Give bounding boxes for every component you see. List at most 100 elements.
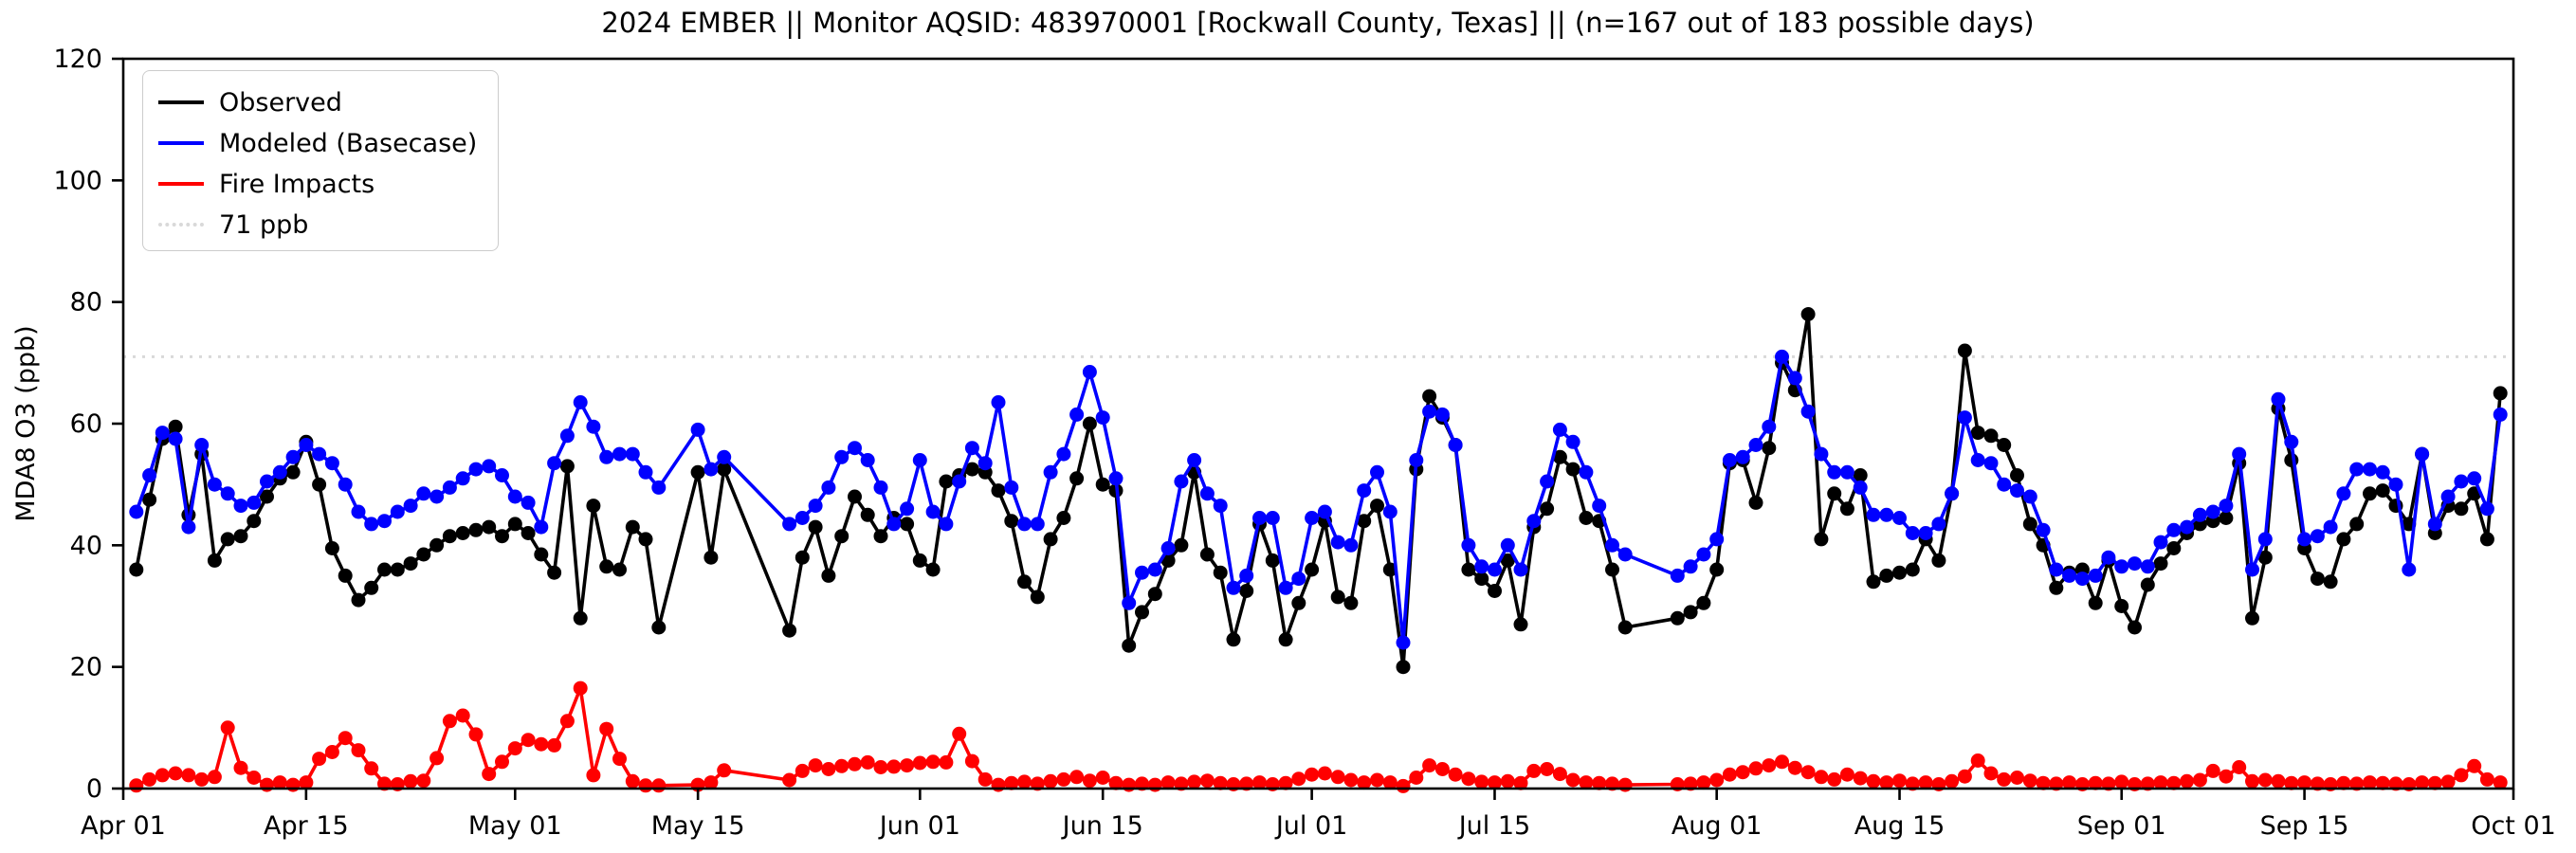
data-point: [1552, 449, 1567, 464]
data-point: [220, 486, 235, 501]
data-point: [482, 519, 497, 535]
data-point: [285, 777, 301, 792]
x-tick-label: May 01: [468, 811, 562, 841]
data-point: [2128, 620, 2142, 635]
data-point: [142, 468, 157, 482]
data-point: [351, 504, 366, 519]
data-point: [2205, 763, 2220, 778]
legend-item-modeled: Modeled (Basecase): [158, 127, 479, 159]
data-point: [912, 553, 927, 568]
data-point: [1017, 517, 1032, 532]
data-point: [1147, 777, 1162, 792]
data-point: [1122, 595, 1137, 610]
data-point: [1579, 775, 1594, 790]
data-point: [599, 721, 614, 736]
data-point: [468, 462, 484, 477]
data-point: [1095, 477, 1110, 492]
data-point: [194, 771, 210, 787]
data-point: [2349, 776, 2365, 791]
data-point: [338, 477, 353, 492]
data-point: [1448, 767, 1463, 782]
data-point: [1983, 428, 1999, 444]
data-point: [534, 519, 549, 535]
data-point: [2427, 517, 2442, 532]
data-point: [2454, 501, 2469, 517]
data-point: [442, 529, 457, 544]
data-point: [2479, 771, 2494, 787]
threshold-line-sample: [158, 223, 204, 227]
data-point: [1396, 778, 1411, 793]
data-point: [1135, 565, 1149, 580]
data-point: [1839, 767, 1854, 782]
data-point: [416, 773, 431, 789]
data-point: [2140, 559, 2155, 574]
data-point: [2271, 391, 2286, 407]
data-point: [2114, 774, 2129, 789]
data-point: [1957, 343, 1972, 358]
data-point: [612, 752, 627, 767]
data-point: [1239, 568, 1254, 583]
data-point: [964, 462, 979, 477]
legend-item-fire-impacts: Fire Impacts: [158, 168, 479, 200]
fire-impacts-line-sample: [158, 182, 204, 186]
data-point: [1565, 434, 1580, 449]
data-point: [2062, 775, 2077, 790]
data-point: [1278, 580, 1293, 595]
data-point: [2310, 572, 2325, 587]
data-point: [638, 778, 653, 793]
data-point: [1056, 511, 1071, 525]
data-point: [2036, 775, 2051, 790]
data-point: [1030, 776, 1045, 791]
data-point: [2363, 775, 2377, 790]
legend-item-threshold: 71 ppb: [158, 209, 479, 241]
data-point: [1199, 486, 1215, 501]
data-point: [1905, 526, 1920, 540]
data-point: [1918, 526, 1933, 540]
data-point: [573, 395, 588, 409]
data-point: [2101, 776, 2116, 791]
x-tick-label: Jul 15: [1457, 811, 1531, 841]
data-point: [2493, 775, 2508, 790]
data-point: [1748, 495, 1763, 510]
data-point: [1814, 770, 1829, 785]
data-point: [482, 459, 497, 474]
data-point: [2479, 501, 2494, 517]
data-point: [860, 507, 875, 522]
data-point: [1291, 771, 1306, 787]
data-point: [1970, 753, 1985, 768]
data-point: [1278, 632, 1293, 647]
data-point: [521, 495, 536, 510]
data-point: [1540, 762, 1555, 776]
data-point: [912, 755, 927, 771]
data-point: [559, 459, 575, 474]
data-point: [1396, 660, 1411, 675]
data-point: [2022, 489, 2037, 504]
data-point: [925, 754, 941, 770]
data-point: [2375, 775, 2390, 790]
data-point: [390, 562, 405, 577]
data-point: [247, 514, 262, 529]
data-point: [717, 763, 732, 778]
data-point: [312, 446, 327, 462]
data-point: [1069, 471, 1085, 486]
data-point: [2427, 775, 2442, 790]
data-point: [964, 753, 979, 769]
data-point: [338, 568, 353, 583]
data-point: [1696, 547, 1711, 562]
data-point: [821, 568, 836, 583]
data-point: [860, 754, 875, 770]
data-point: [1422, 389, 1437, 404]
data-point: [129, 778, 144, 793]
data-point: [455, 708, 470, 723]
data-point: [1997, 477, 2012, 492]
chart-title: 2024 EMBER || Monitor AQSID: 483970001 […: [601, 7, 2034, 39]
data-point: [324, 745, 339, 759]
data-point: [351, 743, 366, 758]
data-point: [1775, 754, 1789, 770]
data-point: [808, 499, 823, 514]
data-point: [377, 776, 392, 791]
data-point: [1500, 773, 1515, 789]
data-point: [782, 772, 797, 788]
x-tick-label: Jun 15: [1061, 811, 1143, 841]
